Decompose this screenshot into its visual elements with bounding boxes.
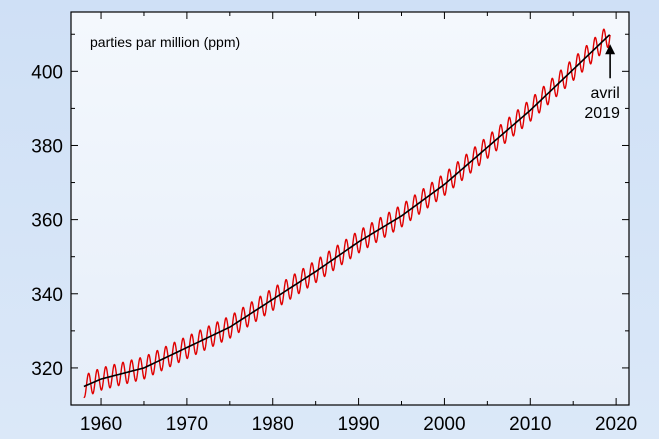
annotation-arrow-head (605, 44, 616, 55)
y-tick-label: 340 (31, 285, 63, 306)
annotation-april-2019: avril 2019 (584, 44, 620, 122)
axis-ticks: 1960 1970 1980 1990 2000 2010 2020 320 340 360 380… (31, 12, 637, 435)
unit-label: parties par million (ppm) (90, 34, 240, 50)
data-lines (83, 28, 611, 399)
annotation-label-month: avril (590, 85, 619, 102)
y-tick-label: 320 (31, 359, 63, 380)
x-tick-label: 1960 (80, 414, 122, 435)
series-monthly-line (83, 28, 611, 399)
x-tick-label: 2000 (423, 414, 465, 435)
annotation-label-year: 2019 (584, 105, 620, 122)
y-tick-label: 360 (31, 211, 63, 232)
x-tick-label: 2020 (595, 414, 637, 435)
x-tick-label: 1980 (252, 414, 294, 435)
x-tick-label: 1990 (337, 414, 379, 435)
x-tick-label: 1970 (166, 414, 208, 435)
plot-area (70, 11, 630, 406)
y-tick-label: 380 (31, 136, 63, 157)
y-tick-label: 400 (31, 62, 63, 83)
series-trend-line (83, 34, 611, 388)
x-tick-label: 2010 (509, 414, 551, 435)
